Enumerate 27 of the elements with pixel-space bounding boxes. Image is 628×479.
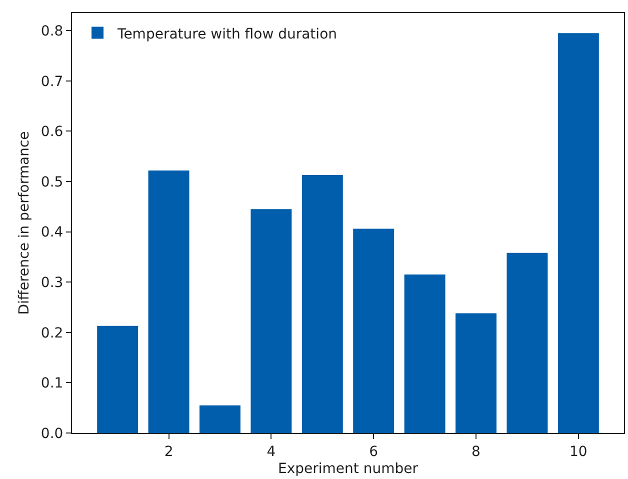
bar xyxy=(97,326,138,433)
y-tick-label: 0.3 xyxy=(40,275,64,291)
x-tick-label: 4 xyxy=(266,444,276,460)
x-tick-label: 8 xyxy=(472,444,480,460)
y-axis-title: Difference in performance xyxy=(16,131,33,315)
y-tick-label: 0.7 xyxy=(40,74,64,90)
x-tick-label: 6 xyxy=(369,444,378,460)
legend-label: Temperature with flow duration xyxy=(116,26,338,42)
y-tick-label: 0.5 xyxy=(40,174,64,190)
bar xyxy=(302,174,343,433)
y-tick-label: 0.4 xyxy=(40,224,64,241)
bar xyxy=(404,274,446,433)
x-tick-label: 2 xyxy=(164,444,174,460)
y-tick-label: 0.0 xyxy=(40,426,64,442)
x-tick-label: 10 xyxy=(570,444,588,460)
bar xyxy=(456,313,496,433)
y-tick-label: 0.6 xyxy=(40,124,64,140)
bar xyxy=(558,33,599,433)
bar xyxy=(200,405,240,433)
bar xyxy=(250,209,292,433)
y-tick-label: 0.1 xyxy=(40,376,64,392)
bar xyxy=(353,228,394,433)
x-axis-title: Experiment number xyxy=(278,461,418,478)
y-tick-label: 0.2 xyxy=(40,325,64,342)
y-tick-label: 0.8 xyxy=(40,24,64,40)
bar xyxy=(506,252,548,433)
bar xyxy=(148,170,190,433)
